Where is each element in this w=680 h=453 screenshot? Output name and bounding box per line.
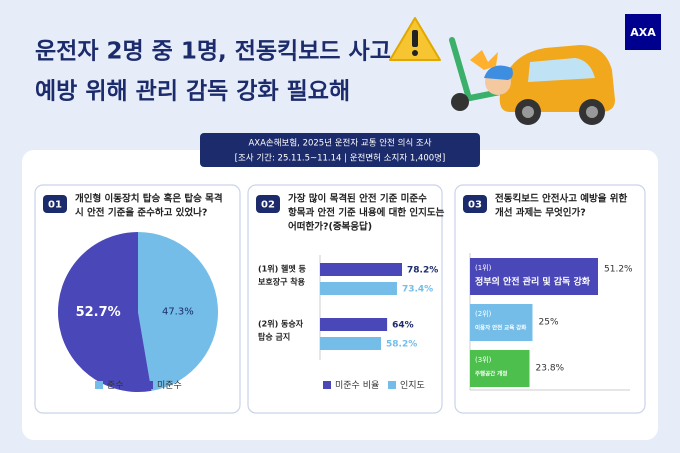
category-label: (1위) 헬멧 등 <box>258 264 307 274</box>
value-label: 73.4% <box>402 285 433 295</box>
category-label: 주행공간 개정 <box>475 370 507 378</box>
illustration <box>389 17 615 125</box>
legend-label: 인지도 <box>400 380 425 391</box>
bar <box>470 304 533 341</box>
value-label: 23.8% <box>536 364 565 374</box>
rank-label: (2위) <box>475 310 492 318</box>
charts: 01 개인형 이동장치 탑승 혹은 탑승 목격시 안전 기준을 준수하고 있었나?… <box>34 184 646 414</box>
question: 어떠한가?(중복응답) <box>288 221 372 233</box>
number-badge <box>463 195 487 213</box>
logo: AXA <box>630 26 656 39</box>
source-box <box>200 133 480 167</box>
question: 항목과 안전 기준 내용에 대한 인지도는 <box>288 207 445 219</box>
title-line: 예방 위해 관리 감독 강화 필요해 <box>35 79 350 105</box>
category-label: 보호장구 착용 <box>258 277 306 287</box>
number: 01 <box>48 200 62 211</box>
pie-slice <box>138 232 218 391</box>
legend-label: 준수 <box>107 380 124 391</box>
value-label: 51.2% <box>604 265 633 275</box>
bar <box>320 337 382 350</box>
rank-label: (1위) <box>475 264 492 272</box>
value-label: 78.2% <box>407 266 438 276</box>
number-badge <box>43 195 67 213</box>
legend-swatch <box>95 381 103 389</box>
value-label: 58.2% <box>386 340 417 350</box>
question: 전동킥보드 안전사고 예방을 위한 <box>495 193 628 205</box>
number: 02 <box>261 200 275 211</box>
value-label: 47.3% <box>162 306 194 317</box>
value-label: 25% <box>539 318 559 328</box>
category-label: (2위) 동승자 <box>258 319 304 329</box>
category-label: 이용자 안전 교육 강화 <box>475 324 526 332</box>
bar <box>320 318 388 331</box>
question: 개선 과제는 무엇인가? <box>495 207 586 219</box>
card <box>247 184 443 414</box>
category-label: 정부의 안전 관리 및 감독 강화 <box>475 276 591 288</box>
legend-label: 미준수 비율 <box>335 380 379 391</box>
bar <box>320 263 402 276</box>
question: 시 안전 기준을 준수하고 있었나? <box>75 207 207 219</box>
source-line: AXA손해보험, 2025년 운전자 교통 안전 의식 조사 <box>248 138 431 149</box>
title-line: 운전자 2명 중 1명, 전동킥보드 사고 <box>35 39 391 65</box>
legend-label: 미준수 <box>157 380 182 391</box>
logo-box <box>625 14 661 50</box>
bar <box>470 350 530 387</box>
category-label: 탑승 금지 <box>258 332 290 342</box>
rank-label: (3위) <box>475 356 492 364</box>
bar <box>320 282 397 295</box>
value-label: 52.7% <box>76 305 121 320</box>
legend-swatch <box>388 381 396 389</box>
bar <box>470 258 598 295</box>
number-badge <box>256 195 280 213</box>
question: 가장 많이 목격된 안전 기준 미준수 <box>288 193 427 205</box>
number: 03 <box>468 200 482 211</box>
pie-slice <box>57 232 152 393</box>
value-label: 64% <box>392 321 414 331</box>
source-line: [조사 기간: 25.11.5~11.14 | 운전면허 소지자 1,400명] <box>235 153 446 164</box>
legend-swatch <box>323 381 331 389</box>
question: 개인형 이동장치 탑승 혹은 탑승 목격 <box>75 193 223 205</box>
legend-swatch <box>145 381 153 389</box>
